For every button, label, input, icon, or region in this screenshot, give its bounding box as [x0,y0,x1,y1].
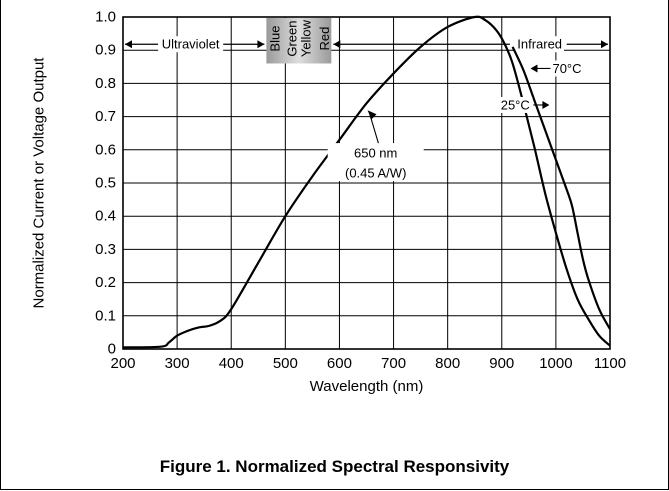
figure-caption: Figure 1. Normalized Spectral Responsivi… [159,457,510,476]
y-tick-label: 0.2 [95,274,116,291]
series-line-70c [511,46,611,330]
arrow-head [367,110,377,120]
x-axis-title: Wavelength (nm) [310,378,424,395]
spectral-bands: Blue Green Yellow Red Ultraviolet Infrared [125,18,608,64]
band-label-green: Green [284,21,299,57]
x-tick-label: 1100 [594,355,626,372]
band-label-ultraviolet: Ultraviolet [162,37,220,52]
y-tick-label: 0.3 [95,241,116,258]
ir-label-bg [515,36,565,53]
annotation-25c: 25°C [501,97,530,112]
x-tick-label: 900 [489,355,514,372]
spectral-responsivity-chart: Blue Green Yellow Red Ultraviolet Infrared 65… [31,9,627,396]
band-label-infrared: Infrared [517,37,562,52]
y-tick-label: 0.6 [95,141,116,158]
annotation-650nm: 650 nm [354,146,397,161]
band-label-red: Red [317,27,332,51]
x-tick-label: 300 [165,355,190,372]
x-tick-label: 1000 [539,355,572,372]
y-tick-label: 0.4 [95,208,116,225]
x-tick-label: 700 [381,355,406,372]
point-label-bg [327,143,424,182]
arrow-head [257,40,265,49]
y-tick-label: 0.8 [95,75,116,92]
annotation-leader [368,113,379,144]
annotation-70c: 70°C [552,61,581,76]
y-tick-label: 0 [108,341,116,358]
y-tick-label: 0.7 [95,108,116,125]
arrow-head [542,100,550,109]
x-tick-label: 200 [110,355,135,372]
arrow-head [333,40,341,49]
visible-spectrum-block [266,18,332,64]
annotation-responsivity: (0.45 A/W) [345,166,406,181]
label-70c-bg [550,60,587,77]
x-tick-label: 400 [219,355,244,372]
y-tick-label: 0.9 [95,42,116,59]
band-label-yellow: Yellow [298,19,313,57]
annotations: 650 nm (0.45 A/W) 25°C 70°C [327,60,587,182]
arrow-head [601,40,608,49]
axes: 200 300 400 500 600 700 800 900 1000 1100 0 0.1 0.2 0… [31,9,627,396]
y-tick-label: 0.1 [95,307,116,324]
series-line-25c [122,15,611,349]
arrow-head [530,64,538,73]
x-tick-label: 600 [327,355,352,372]
plot-frame [122,16,611,350]
band-label-blue: Blue [268,26,283,52]
uv-label-bg [158,36,224,53]
arrow-head [125,40,132,49]
y-tick-label: 1.0 [95,9,116,26]
series [122,15,611,349]
x-tick-label: 800 [435,355,460,372]
x-tick-label: 500 [273,355,298,372]
y-axis-title: Normalized Current or Voltage Output [31,57,48,309]
y-tick-label: 0.5 [95,175,116,192]
label-25c-bg [498,96,533,113]
